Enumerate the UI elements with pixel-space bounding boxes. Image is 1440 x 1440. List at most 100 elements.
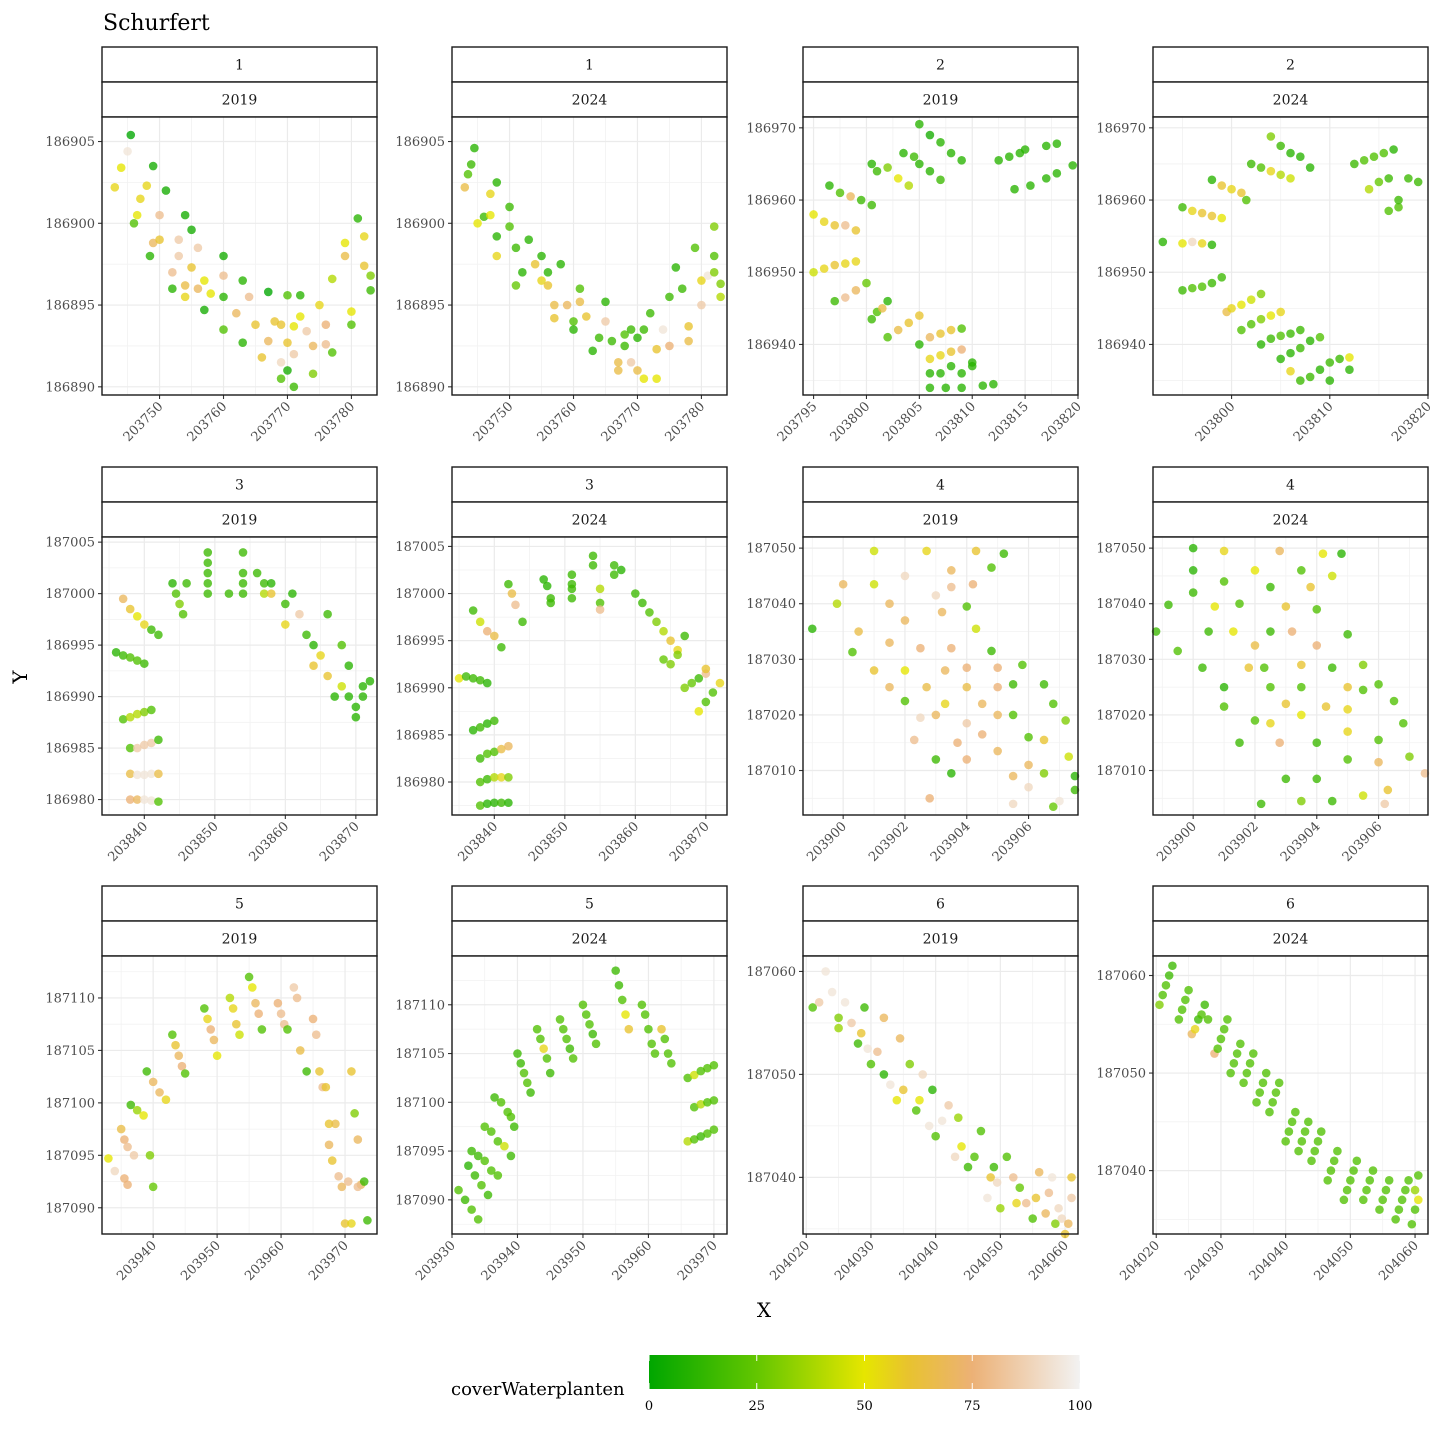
- y-tick-label: 187050: [746, 542, 796, 557]
- data-point: [925, 166, 935, 176]
- data-point: [879, 1070, 889, 1079]
- data-point: [505, 202, 514, 212]
- panel-border: [101, 116, 378, 396]
- data-point: [1296, 152, 1305, 162]
- data-point: [1266, 627, 1275, 636]
- data-point: [504, 798, 513, 808]
- data-point: [1235, 738, 1244, 748]
- data-point: [129, 218, 139, 228]
- data-point: [337, 640, 347, 650]
- y-tick-label: 186940: [1096, 338, 1146, 353]
- data-point: [1404, 174, 1413, 183]
- data-point: [343, 1177, 353, 1186]
- x-tick-label: 203850: [176, 819, 222, 865]
- data-point: [1204, 627, 1213, 636]
- data-point: [937, 1116, 947, 1126]
- data-point: [915, 1095, 924, 1105]
- data-point: [1327, 663, 1337, 672]
- x-tick-label: 203950: [178, 1238, 224, 1284]
- data-point: [1339, 1195, 1349, 1205]
- data-point: [814, 998, 824, 1007]
- data-point: [905, 1059, 915, 1069]
- data-point: [647, 1039, 657, 1049]
- strip-box: [451, 885, 728, 922]
- data-point: [1413, 1171, 1423, 1180]
- data-point: [482, 799, 492, 808]
- data-point: [1291, 1107, 1300, 1117]
- x-tick-label: 203750: [471, 399, 517, 445]
- data-point: [1405, 752, 1414, 761]
- data-point: [1297, 660, 1306, 670]
- data-point: [295, 290, 305, 300]
- strip-box: [1152, 920, 1429, 957]
- data-point: [504, 773, 513, 782]
- data-point: [1369, 152, 1379, 162]
- data-point: [1010, 184, 1019, 194]
- x-tick-label: 203840: [105, 819, 151, 865]
- data-point: [971, 624, 981, 634]
- panel-border: [802, 536, 1079, 816]
- data-point: [358, 692, 368, 701]
- data-point: [1229, 627, 1238, 636]
- data-point: [879, 1013, 889, 1023]
- data-point: [555, 1015, 565, 1024]
- data-point: [511, 281, 521, 290]
- x-tick-label: 204040: [897, 1238, 943, 1284]
- data-point: [1055, 796, 1064, 806]
- data-point: [1041, 1209, 1050, 1218]
- data-point: [263, 336, 273, 346]
- strip-label-year: 2019: [923, 93, 959, 109]
- data-point: [1266, 311, 1276, 320]
- data-point: [1345, 365, 1354, 375]
- data-point: [582, 312, 591, 321]
- data-point: [1410, 1185, 1420, 1195]
- data-point: [1394, 195, 1403, 205]
- data-point: [270, 317, 279, 326]
- data-point: [867, 159, 877, 169]
- data-point: [1151, 627, 1161, 636]
- data-point: [470, 143, 479, 153]
- data-point: [703, 1063, 712, 1073]
- data-point: [1305, 372, 1315, 382]
- data-point: [1178, 285, 1187, 295]
- data-point: [853, 1039, 863, 1048]
- data-point: [180, 210, 190, 220]
- data-point: [323, 609, 332, 619]
- data-point: [1342, 1185, 1352, 1195]
- data-point: [238, 338, 247, 347]
- data-point: [562, 1034, 571, 1044]
- panel-background: [803, 117, 1078, 395]
- data-point: [1188, 588, 1198, 597]
- data-point: [1039, 680, 1049, 689]
- data-point: [652, 374, 661, 383]
- data-point: [807, 624, 817, 634]
- data-point: [601, 297, 610, 307]
- data-point: [1051, 1219, 1060, 1229]
- data-point: [1325, 358, 1335, 367]
- data-point: [1158, 237, 1168, 247]
- data-point: [834, 1013, 843, 1023]
- data-point: [323, 671, 332, 681]
- strip-box: [1152, 46, 1429, 83]
- data-point: [492, 232, 502, 241]
- data-point: [200, 305, 209, 315]
- y-tick-label: 187010: [1096, 764, 1146, 779]
- data-point: [1232, 1049, 1242, 1058]
- data-point: [1394, 1205, 1404, 1214]
- strip-label-site: 1: [585, 58, 594, 74]
- data-point: [1174, 1015, 1184, 1024]
- data-point: [1178, 202, 1187, 212]
- data-point: [1024, 782, 1033, 792]
- color-legend: coverWaterplanten 0 25 50 75 100: [451, 1355, 1092, 1414]
- data-point: [992, 1178, 1002, 1187]
- data-point: [915, 340, 924, 349]
- data-point: [940, 666, 950, 675]
- data-point: [809, 267, 818, 277]
- data-point: [846, 192, 855, 201]
- data-point: [562, 300, 572, 310]
- data-point: [206, 289, 216, 298]
- panel-background: [102, 956, 377, 1234]
- data-point: [147, 796, 156, 805]
- data-point: [486, 1166, 496, 1175]
- data-point: [684, 322, 693, 331]
